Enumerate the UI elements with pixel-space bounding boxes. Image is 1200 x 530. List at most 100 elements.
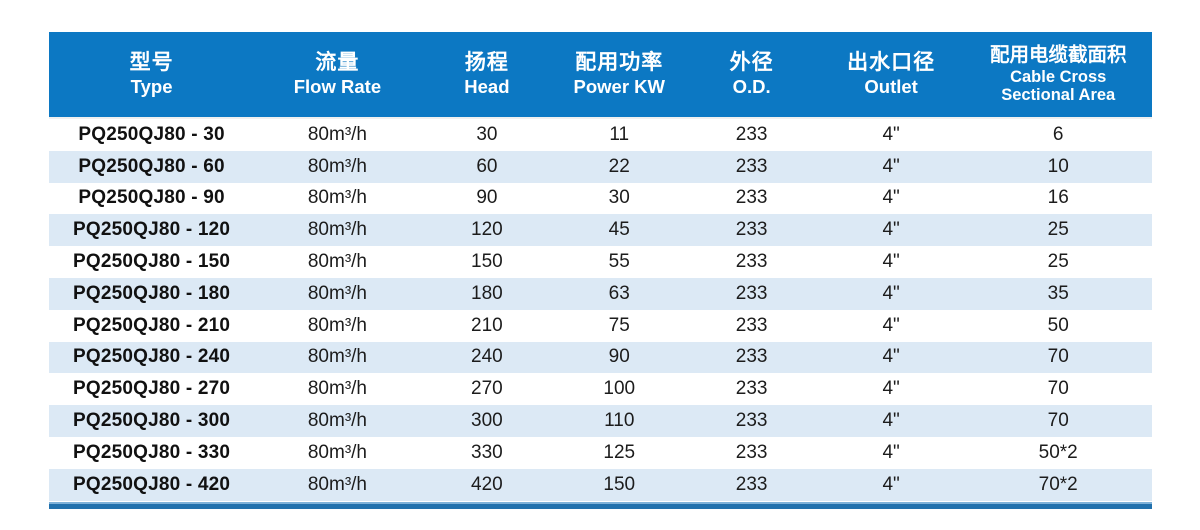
column-header-outlet: 出水口径 Outlet — [818, 32, 965, 117]
column-header-flow-rate: 流量 Flow Rate — [254, 32, 421, 117]
table-row: PQ250QJ80 - 60 80m³/h 60 22 233 4" 10 — [49, 150, 1152, 183]
table-cell-od: 233 — [735, 441, 768, 463]
table-cell-flow_rate: 80m³/h — [307, 410, 367, 432]
table-cell-head: 60 — [476, 155, 498, 177]
table-cell-cable: 50 — [1047, 314, 1069, 336]
table-cell-head: 150 — [471, 251, 503, 273]
column-header-outlet-zh: 出水口径 — [847, 51, 936, 75]
table-cell-cable: 16 — [1047, 187, 1069, 209]
table-cell-outlet: 4" — [882, 187, 900, 209]
table-body: PQ250QJ80 - 30 80m³/h 30 11 233 4" 6 PQ250QJ80 … — [49, 119, 1152, 501]
table-cell-head: 420 — [471, 473, 503, 495]
table-cell-outlet: 4" — [882, 441, 900, 463]
table-cell-type: PQ250QJ80 - 60 — [78, 155, 225, 177]
table-cell-type: PQ250QJ80 - 300 — [72, 410, 231, 432]
table-cell-head: 210 — [471, 314, 503, 336]
table-cell-flow_rate: 80m³/h — [307, 123, 367, 145]
table-cell-flow_rate: 80m³/h — [307, 378, 367, 400]
table-cell-cable: 10 — [1047, 155, 1069, 177]
table-cell-outlet: 4" — [882, 378, 900, 400]
column-header-outlet-en: Outlet — [864, 76, 918, 98]
table-cell-outlet: 4" — [882, 155, 900, 177]
column-header-type-en: Type — [130, 76, 173, 98]
table-cell-cable: 70*2 — [1038, 473, 1078, 495]
table-cell-cable: 25 — [1047, 251, 1069, 273]
table-cell-power: 150 — [603, 473, 636, 495]
table-cell-flow_rate: 80m³/h — [307, 441, 367, 463]
column-header-power-zh: 配用功率 — [575, 51, 664, 75]
table-cell-flow_rate: 80m³/h — [307, 219, 367, 241]
column-header-head: 扬程 Head — [421, 32, 553, 117]
table-cell-outlet: 4" — [882, 410, 900, 432]
table-cell-type: PQ250QJ80 - 150 — [72, 251, 231, 273]
table-cell-head: 180 — [471, 282, 503, 304]
column-header-cable-zh: 配用电缆截面积 — [989, 44, 1127, 67]
table-cell-power: 45 — [608, 219, 630, 241]
table-cell-type: PQ250QJ80 - 270 — [72, 378, 231, 400]
table-row: PQ250QJ80 - 420 80m³/h 420 150 233 4" 70*2 — [49, 468, 1152, 501]
table-cell-flow_rate: 80m³/h — [307, 187, 367, 209]
table-row: PQ250QJ80 - 180 80m³/h 180 63 233 4" 35 — [49, 277, 1152, 310]
table-cell-type: PQ250QJ80 - 180 — [72, 282, 231, 304]
table-cell-type: PQ250QJ80 - 240 — [72, 346, 231, 368]
table-cell-cable: 70 — [1047, 378, 1069, 400]
table-cell-power: 90 — [608, 346, 630, 368]
table-cell-flow_rate: 80m³/h — [307, 282, 367, 304]
table-cell-type: PQ250QJ80 - 210 — [72, 314, 231, 336]
table-cell-od: 233 — [735, 219, 768, 241]
table-cell-head: 330 — [471, 441, 503, 463]
table-row: PQ250QJ80 - 120 80m³/h 120 45 233 4" 25 — [49, 214, 1152, 247]
table-cell-type: PQ250QJ80 - 330 — [72, 441, 231, 463]
table-cell-power: 55 — [608, 251, 630, 273]
column-header-cable: 配用电缆截面积 Cable Cross Sectional Area — [964, 32, 1152, 117]
table-cell-head: 300 — [471, 410, 503, 432]
table-row: PQ250QJ80 - 270 80m³/h 270 100 233 4" 70 — [49, 373, 1152, 406]
table-cell-od: 233 — [735, 123, 768, 145]
table-cell-cable: 70 — [1047, 410, 1069, 432]
table-cell-flow_rate: 80m³/h — [307, 346, 367, 368]
table-cell-cable: 35 — [1047, 282, 1069, 304]
table-cell-power: 30 — [608, 187, 630, 209]
table-cell-cable: 6 — [1052, 123, 1064, 145]
column-header-power: 配用功率 Power KW — [553, 32, 685, 117]
column-header-cable-en: Cable Cross Sectional Area — [1001, 68, 1116, 105]
column-header-flow-rate-en: Flow Rate — [293, 76, 382, 98]
table-row: PQ250QJ80 - 300 80m³/h 300 110 233 4" 70 — [49, 405, 1152, 437]
table-cell-cable: 25 — [1047, 219, 1069, 241]
table-cell-od: 233 — [735, 155, 768, 177]
table-cell-power: 125 — [603, 441, 636, 463]
table-cell-outlet: 4" — [882, 314, 900, 336]
table-row: PQ250QJ80 - 330 80m³/h 330 125 233 4" 50*2 — [49, 436, 1152, 469]
table-cell-type: PQ250QJ80 - 120 — [72, 219, 231, 241]
table-cell-head: 270 — [471, 378, 503, 400]
table-cell-type: PQ250QJ80 - 90 — [78, 187, 225, 209]
table-cell-power: 22 — [608, 155, 630, 177]
table-cell-outlet: 4" — [882, 282, 900, 304]
table-cell-od: 233 — [735, 251, 768, 273]
table-cell-head: 30 — [476, 123, 498, 145]
table-cell-head: 120 — [471, 219, 503, 241]
column-header-type-zh: 型号 — [129, 51, 174, 75]
table-cell-outlet: 4" — [882, 219, 900, 241]
table-cell-cable: 70 — [1047, 346, 1069, 368]
column-header-od: 外径 O.D. — [685, 32, 817, 117]
table-header-row: 型号 Type 流量 Flow Rate 扬程 Head 配用功率 Power … — [49, 32, 1152, 119]
table-cell-power: 110 — [604, 410, 635, 432]
table-cell-head: 240 — [471, 346, 503, 368]
table-cell-power: 100 — [603, 378, 636, 400]
column-header-od-en: O.D. — [732, 76, 771, 98]
pump-spec-table: 型号 Type 流量 Flow Rate 扬程 Head 配用功率 Power … — [49, 32, 1152, 509]
table-cell-type: PQ250QJ80 - 420 — [72, 473, 231, 495]
table-row: PQ250QJ80 - 30 80m³/h 30 11 233 4" 6 — [49, 119, 1152, 151]
table-cell-od: 233 — [735, 410, 768, 432]
table-cell-flow_rate: 80m³/h — [307, 155, 367, 177]
table-row: PQ250QJ80 - 90 80m³/h 90 30 233 4" 16 — [49, 182, 1152, 215]
column-header-power-en: Power KW — [573, 76, 665, 98]
table-cell-power: 63 — [608, 282, 630, 304]
table-row: PQ250QJ80 - 150 80m³/h 150 55 233 4" 25 — [49, 246, 1152, 278]
column-header-head-en: Head — [464, 76, 510, 98]
table-row: PQ250QJ80 - 240 80m³/h 240 90 233 4" 70 — [49, 341, 1152, 374]
table-cell-outlet: 4" — [882, 346, 900, 368]
table-cell-od: 233 — [735, 473, 768, 495]
